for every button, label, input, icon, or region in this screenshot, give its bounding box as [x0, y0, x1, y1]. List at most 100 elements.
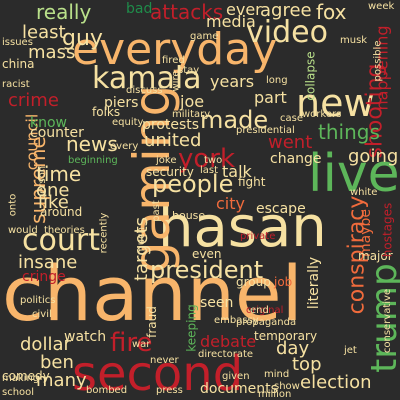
word-mass: mass	[28, 42, 76, 63]
word-cringe: cringe	[22, 269, 66, 285]
word-least: least	[22, 22, 66, 43]
word-crime: crime	[8, 90, 59, 111]
word-group: group	[236, 275, 271, 289]
word-white: white	[350, 187, 378, 198]
word-job: job	[274, 275, 293, 289]
word-fight: fight	[238, 175, 266, 189]
word-game: game	[190, 31, 219, 42]
word-know: know	[30, 115, 67, 131]
word-racist: racist	[2, 79, 30, 90]
word-folks: folks	[92, 105, 121, 119]
word-years: years	[210, 72, 255, 91]
word-media: media	[206, 12, 256, 31]
word-workers: workers	[302, 109, 342, 120]
word-stay: stay	[178, 65, 200, 76]
word-election: election	[300, 372, 372, 393]
word-like: like	[38, 192, 69, 213]
word-insane: insane	[18, 252, 78, 273]
word-people: people	[152, 170, 234, 198]
word-discuss: discuss	[126, 85, 163, 96]
word-time: time	[36, 162, 82, 186]
word-last: last	[200, 165, 219, 176]
word-change: change	[270, 151, 322, 167]
word-jet: jet	[344, 345, 357, 356]
word-around: around	[40, 205, 83, 219]
word-original: original	[246, 305, 284, 316]
word-issues: issues	[2, 37, 33, 48]
word-military: military	[172, 109, 211, 120]
word-york: york	[178, 144, 236, 174]
word-long: long	[266, 75, 288, 86]
word-piers: piers	[104, 95, 139, 111]
word-bombed: bombed	[86, 385, 128, 396]
word-propaganda: propaganda	[236, 317, 297, 328]
word-past: past	[150, 200, 162, 222]
word-beginning: beginning	[68, 155, 118, 166]
word-security: security	[146, 165, 194, 179]
word-made: made	[200, 106, 269, 134]
word-equity: equity	[112, 117, 144, 128]
word-hasan: hasan	[158, 195, 327, 260]
word-musk: musk	[340, 35, 368, 46]
word-conservative: conservative	[382, 288, 394, 354]
word-embassy: embassy	[214, 315, 259, 326]
word-really: really	[36, 0, 92, 24]
word-went: went	[268, 132, 313, 153]
word-school: school	[2, 387, 35, 398]
word-comedy: comedy	[2, 369, 50, 383]
word-collapse: collapse	[303, 51, 318, 101]
word-fox: fox	[316, 0, 347, 24]
word-onto: onto	[7, 193, 19, 217]
word-kamala: kamala	[92, 61, 202, 96]
word-making: making	[2, 373, 40, 384]
word-end: end	[250, 305, 269, 316]
word-counter: counter	[30, 125, 84, 141]
word-many: many	[36, 370, 87, 391]
word-possible: possible	[372, 40, 384, 82]
word-ben: ben	[40, 352, 74, 373]
word-recently: recently	[98, 212, 110, 254]
word-joe: joe	[180, 92, 205, 111]
word-seen: seen	[200, 295, 234, 311]
word-temporary: temporary	[254, 329, 318, 343]
word-fired: fired	[162, 55, 185, 66]
word-press: press	[156, 385, 183, 396]
word-would: would	[8, 225, 38, 236]
word-week: week	[368, 1, 395, 12]
word-things: things	[318, 120, 380, 144]
word-fire: fire	[110, 328, 153, 358]
word-two: two	[204, 155, 223, 166]
word-given: given	[222, 371, 250, 382]
word-watch: watch	[64, 329, 107, 345]
word-million: million	[258, 389, 292, 400]
word-bad: bad	[126, 1, 153, 17]
word-keeping: keeping	[184, 304, 199, 352]
word-city: city	[216, 194, 245, 213]
word-channel: channel	[2, 249, 303, 338]
word-protests: protests	[142, 117, 200, 133]
word-even: even	[192, 247, 222, 261]
word-private: private	[240, 231, 276, 242]
word-news: news	[66, 132, 118, 156]
word-war: war	[132, 339, 151, 350]
word-video: video	[246, 15, 328, 50]
word-major: major	[358, 249, 393, 263]
word-dollar: dollar	[20, 334, 71, 355]
word-civil: civil	[32, 309, 52, 320]
word-politics: politics	[20, 295, 56, 306]
word-talk: talk	[222, 162, 252, 181]
word-presidential: presidential	[236, 125, 295, 136]
word-joke: joke	[156, 155, 177, 166]
word-person: person	[37, 165, 49, 201]
word-hostages: hostages	[380, 202, 395, 258]
word-much: much	[135, 227, 147, 255]
word-every: every	[110, 141, 139, 152]
word-everyday: everyday	[72, 24, 278, 75]
word-one: one	[36, 180, 70, 201]
word-directorate: directorate	[198, 349, 254, 360]
word-guy: guy	[62, 26, 103, 51]
word-attacks: attacks	[150, 0, 224, 24]
word-documents: documents	[200, 381, 278, 397]
word-escape: escape	[256, 201, 306, 217]
word-agree: agree	[260, 0, 312, 21]
